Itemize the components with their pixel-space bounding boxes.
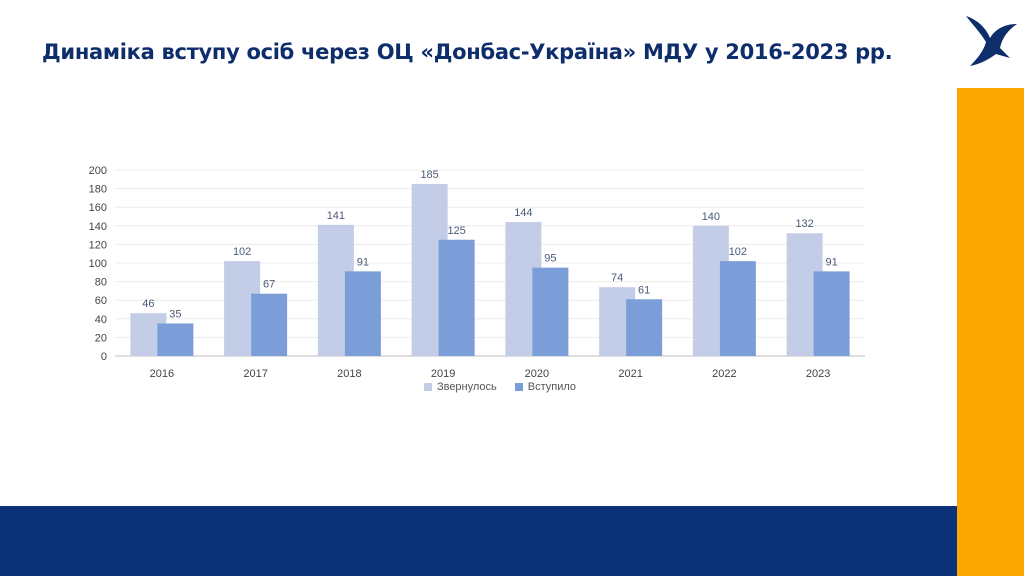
data-label: 185 [420, 169, 438, 181]
y-tick-label: 140 [89, 221, 107, 233]
data-label: 95 [544, 253, 556, 265]
x-tick-label: 2020 [525, 368, 549, 380]
chart-legend: Звернулось Вступило [0, 381, 1000, 393]
data-label: 140 [702, 211, 720, 223]
legend-label-enrolled: Вступило [527, 381, 577, 393]
bar-enrolled [438, 239, 475, 356]
y-tick-label: 0 [101, 351, 107, 363]
x-tick-label: 2016 [150, 368, 174, 380]
data-label: 132 [795, 218, 813, 230]
x-tick-label: 2019 [431, 368, 455, 380]
x-tick-label: 2023 [806, 368, 830, 380]
bar-enrolled [532, 267, 569, 356]
data-label: 141 [327, 210, 345, 222]
data-label: 102 [233, 246, 251, 258]
bar-enrolled [251, 293, 288, 356]
legend-item-applied: Звернулось [423, 381, 497, 393]
bar-enrolled [626, 299, 663, 356]
data-label: 35 [169, 308, 181, 320]
accent-side-bar [957, 88, 1024, 576]
y-tick-label: 80 [95, 277, 107, 289]
y-tick-label: 160 [89, 202, 107, 214]
x-tick-label: 2018 [337, 368, 361, 380]
data-label: 91 [826, 256, 838, 268]
y-tick-label: 180 [89, 184, 107, 196]
legend-swatch-applied [423, 383, 432, 391]
bird-icon [966, 16, 1017, 66]
data-label: 102 [729, 246, 747, 258]
bar-enrolled [157, 323, 194, 356]
y-tick-label: 120 [89, 239, 107, 251]
x-tick-label: 2022 [712, 368, 736, 380]
legend-item-enrolled: Вступило [514, 381, 577, 393]
data-label: 91 [357, 256, 369, 268]
x-tick-label: 2021 [618, 368, 642, 380]
x-tick-label: 2017 [243, 368, 267, 380]
y-tick-label: 40 [95, 314, 107, 326]
data-label: 61 [638, 284, 650, 296]
y-tick-label: 60 [95, 295, 107, 307]
data-label: 125 [447, 225, 465, 237]
y-tick-label: 100 [89, 258, 107, 270]
bar-enrolled [719, 261, 756, 356]
page-title: Динаміка вступу осіб через ОЦ «Донбас-Ук… [42, 40, 893, 64]
data-label: 46 [142, 298, 154, 310]
legend-swatch-enrolled [514, 383, 523, 391]
bar-enrolled [813, 271, 850, 356]
y-tick-label: 200 [89, 165, 107, 177]
data-label: 74 [611, 272, 623, 284]
footer-bar [0, 506, 957, 576]
y-tick-label: 20 [95, 332, 107, 344]
data-label: 67 [263, 279, 275, 291]
legend-label-applied: Звернулось [436, 381, 497, 393]
data-label: 144 [514, 207, 532, 219]
bar-enrolled [344, 271, 381, 356]
bar-chart: 0 20 40 60 80 100 120 140 160 180 200 46 35 2016 102 67… [89, 165, 865, 380]
